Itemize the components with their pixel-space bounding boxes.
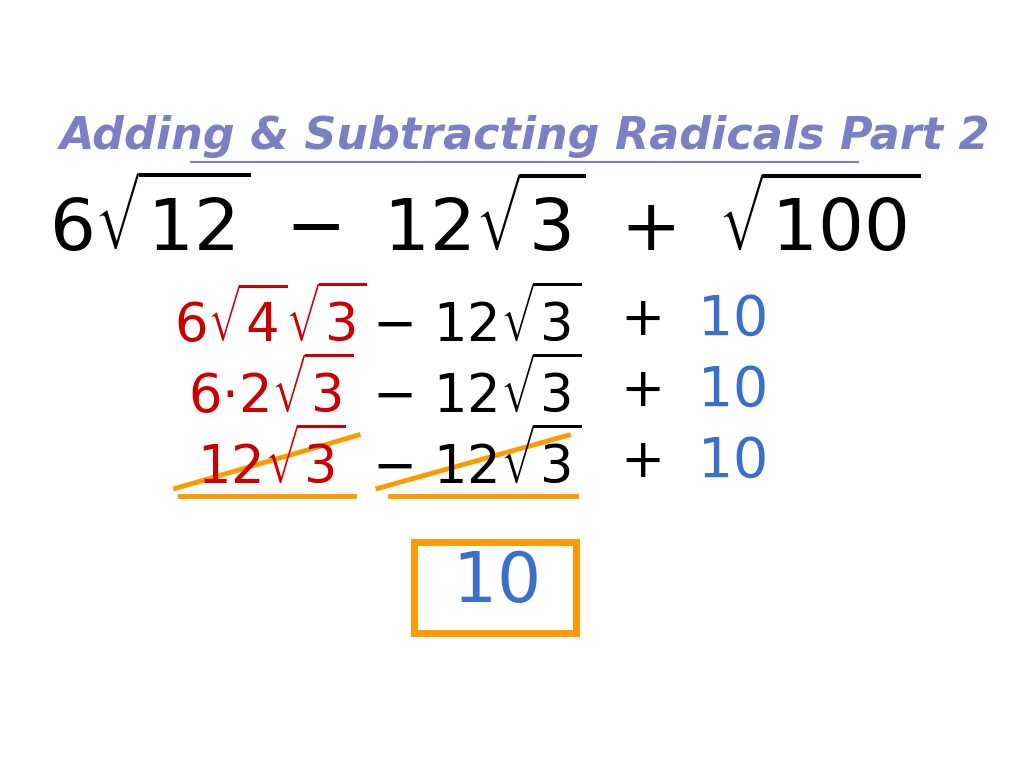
Text: $+$: $+$ [620, 435, 660, 488]
Text: $+$: $+$ [620, 365, 660, 417]
Text: $+$: $+$ [620, 294, 660, 346]
Text: Adding & Subtracting Radicals Part 2: Adding & Subtracting Radicals Part 2 [59, 115, 990, 158]
Text: $10$: $10$ [452, 549, 538, 617]
Text: $10$: $10$ [696, 435, 766, 488]
FancyBboxPatch shape [414, 541, 577, 634]
Text: $-\ 12\sqrt{3}$: $-\ 12\sqrt{3}$ [373, 359, 582, 423]
Text: $-\ 12\sqrt{3}$: $-\ 12\sqrt{3}$ [373, 287, 582, 352]
Text: $12\sqrt{3}$: $12\sqrt{3}$ [197, 429, 345, 494]
Text: $10$: $10$ [696, 293, 766, 347]
Text: $6\sqrt{4}\sqrt{3}$: $6\sqrt{4}\sqrt{3}$ [174, 286, 368, 353]
Text: $6\sqrt{12}\ -\ 12\sqrt{3}\ +\ \sqrt{100}$: $6\sqrt{12}\ -\ 12\sqrt{3}\ +\ \sqrt{100… [49, 179, 921, 266]
Text: $6{\cdot}2\sqrt{3}$: $6{\cdot}2\sqrt{3}$ [188, 358, 353, 424]
Text: $-\ 12\sqrt{3}$: $-\ 12\sqrt{3}$ [373, 429, 582, 494]
Text: $10$: $10$ [696, 364, 766, 418]
